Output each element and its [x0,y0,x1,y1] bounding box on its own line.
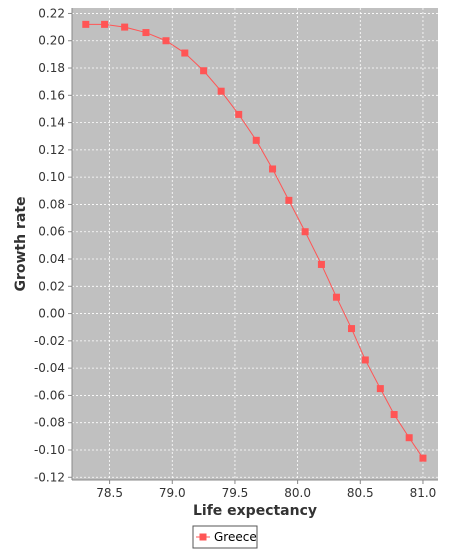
data-point [332,293,340,301]
data-point [252,136,260,144]
x-axis-title: Life expectancy [193,503,317,519]
y-tick-label: 0.16 [38,88,65,102]
data-point [181,49,189,57]
legend-box [192,525,258,549]
x-tick-label: 81.0 [410,486,437,500]
data-point [348,325,356,333]
y-tick-label: 0.08 [38,197,65,211]
x-tick-label: 80.5 [347,486,374,500]
data-point [269,165,277,173]
x-tick-label: 78.5 [96,486,123,500]
data-point [419,454,427,462]
data-point [200,67,208,75]
grid-lines [72,8,438,480]
legend-marker-greece [199,533,207,541]
data-point [82,20,90,28]
plot-area [72,8,438,480]
y-tick-label: -0.08 [34,416,65,430]
x-tick-label: 80.0 [284,486,311,500]
y-tick-label: 0.06 [38,225,65,239]
data-point [390,411,398,419]
y-axis: 0.22 0.20 0.18 0.16 0.14 0.12 0.10 0.08 0.06 0.04… [34,6,73,484]
y-tick-label: 0.02 [38,279,65,293]
y-tick-label: 0.00 [38,307,65,321]
data-point [376,385,384,393]
series-greece [82,20,427,462]
data-point [101,20,109,28]
data-point [285,196,293,204]
data-point [405,434,413,442]
y-tick-label: 0.20 [38,34,65,48]
y-axis-title: Growth rate [13,196,29,291]
legend-label-greece: Greece [214,530,257,544]
y-tick-label: 0.22 [38,6,65,20]
x-tick-label: 79.5 [222,486,249,500]
y-tick-label: 0.18 [38,61,65,75]
y-tick-label: 0.10 [38,170,65,184]
x-tick-label: 79.0 [159,486,186,500]
y-tick-label: -0.04 [34,361,65,375]
data-point [121,23,129,31]
legend: Greece [192,525,258,549]
data-point [301,228,309,236]
y-tick-label: 0.12 [38,143,65,157]
y-tick-label: 0.04 [38,252,65,266]
data-point [162,37,170,45]
y-tick-label: -0.02 [34,334,65,348]
y-tick-label: -0.12 [34,470,65,484]
data-point [361,356,369,364]
y-tick-label: -0.10 [34,443,65,457]
y-tick-label: -0.06 [34,388,65,402]
data-point [317,260,325,268]
y-tick-label: 0.14 [38,116,65,130]
data-point [142,29,150,37]
data-point [235,110,243,118]
data-point [217,87,225,95]
x-axis: 78.5 79.0 79.5 80.0 80.5 81.0 [72,479,438,500]
